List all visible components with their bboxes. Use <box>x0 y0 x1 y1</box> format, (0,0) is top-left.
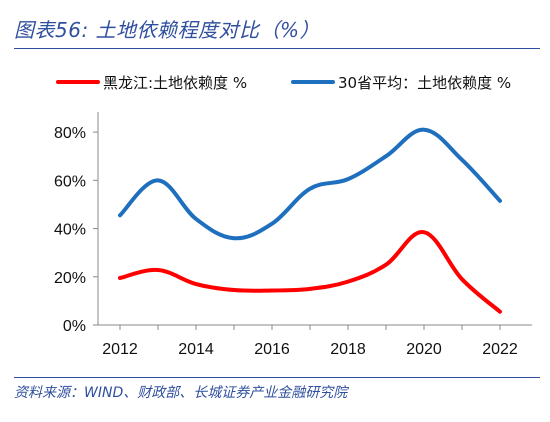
series-line-2 <box>118 127 502 241</box>
x-tick-label: 2016 <box>254 341 290 358</box>
chart-title: 图表56: 土地依赖程度对比（%） <box>14 18 321 42</box>
legend-label-1: 黑龙江:土地依赖度 % <box>103 74 247 92</box>
x-tick-label: 2014 <box>178 341 214 358</box>
y-tick-label: 0% <box>63 318 86 335</box>
y-tick-label: 80% <box>54 125 86 142</box>
y-tick-label: 20% <box>54 270 86 287</box>
x-tick-label: 2012 <box>102 341 138 358</box>
y-tick-label: 40% <box>54 222 86 239</box>
source-divider <box>14 377 540 378</box>
x-tick-label: 2018 <box>330 341 366 358</box>
y-tick-label: 60% <box>54 173 86 190</box>
series-line-1 <box>118 230 502 314</box>
source-note: 资料来源：WIND、财政部、长城证券产业金融研究院 <box>14 385 348 401</box>
x-tick-label: 2020 <box>406 341 442 358</box>
legend: 黑龙江:土地依赖度 % 30省平均：土地依赖度 % <box>56 74 511 92</box>
series-lines <box>118 127 502 314</box>
axes: 0% 20% 40% 60% 80% 2012 2014 2016 2018 2020 2022 <box>54 112 532 358</box>
x-tick-label: 2022 <box>482 341 518 358</box>
legend-label-2: 30省平均：土地依赖度 % <box>338 74 511 92</box>
title-divider <box>14 48 540 49</box>
